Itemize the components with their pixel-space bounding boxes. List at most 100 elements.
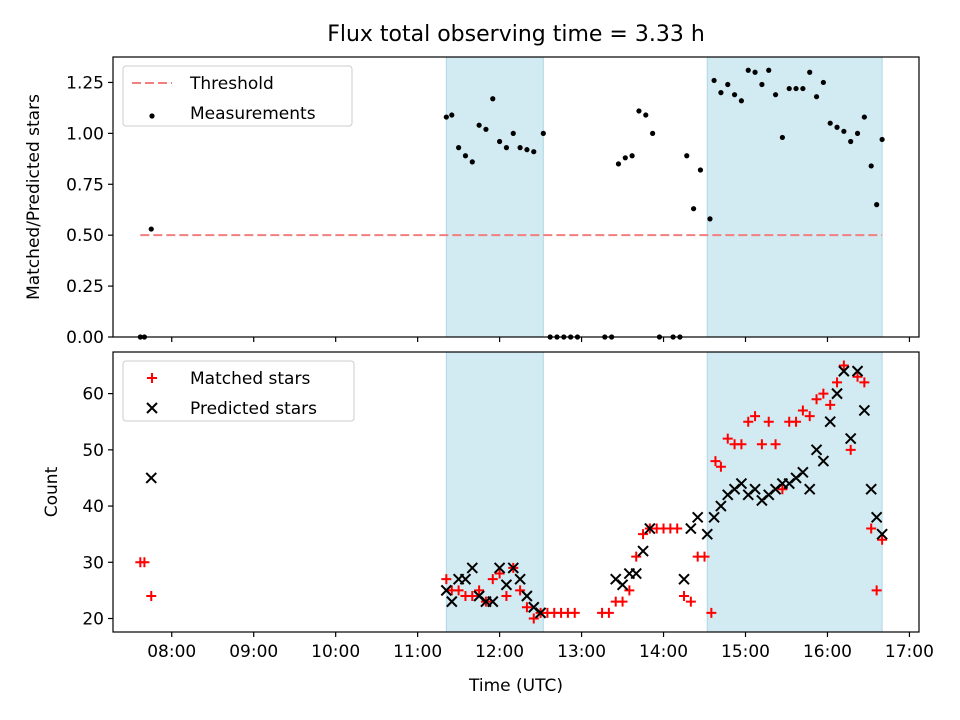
panel-0-series-0-point-42: [738, 98, 745, 104]
panel-0-y-tick-label-4: 1.00: [66, 124, 104, 144]
panel-1-series-0-point-24: [603, 607, 614, 618]
panel-1-series-1-point-4: [459, 573, 472, 585]
panel-1-series-0-point-27: [624, 585, 635, 596]
panel-1-shaded-interval-1: [706, 351, 883, 633]
panel-1-series-0-point-50: [777, 484, 788, 495]
panel-0-y-tick-label-5: 1.25: [66, 73, 104, 93]
panel-1-x-tick-label-3: 11:00: [393, 642, 442, 662]
panel-1-shaded-interval-0: [445, 351, 544, 633]
panel-0-y-tick-label-3: 0.75: [66, 175, 104, 195]
top-panel: 0.00 0.25 0.50 0.75 1.00 1.25 Threshold Measure…: [66, 56, 920, 348]
panel-1-y-tick-label-4: 60: [82, 385, 104, 405]
panel-1-series-0-point-39: [706, 607, 717, 618]
panel-1-series-1-point-24: [691, 511, 704, 524]
panel-0-legend-label-1: Measurements: [190, 104, 316, 124]
panel-1-series-1-point-11: [507, 562, 519, 574]
panel-1-series-0-point-40: [710, 456, 721, 467]
panel-0-series-0-point-9: [483, 126, 489, 132]
panel-1-series-1: [145, 365, 888, 619]
panel-0-series-0-point-44: [752, 69, 758, 75]
panel-1-series-0-point-53: [797, 405, 808, 416]
panel-0-series-0-point-49: [786, 85, 792, 92]
panel-0-series-0-point-5: [456, 145, 462, 151]
panel-1-series-1-point-40: [804, 483, 816, 495]
panel-0-y-tick-label-1: 0.25: [66, 277, 104, 297]
panel-1-y-tick-label-0: 20: [82, 610, 104, 630]
panel-1-axes-frame: [112, 351, 920, 633]
panel-0-series-0-point-26: [622, 155, 628, 161]
panel-1-series-1-point-44: [831, 387, 843, 400]
panel-0-series-0-point-14: [517, 145, 523, 151]
panel-1-series-1-point-30: [735, 477, 748, 490]
panel-1-series-0-point-36: [685, 596, 696, 607]
panel-1-series-0-point-26: [617, 596, 628, 607]
panel-1-series-1-point-10: [500, 579, 513, 591]
panel-0-series-0-point-39: [718, 90, 724, 96]
panel-1-series-0-point-44: [736, 439, 747, 450]
top-y-axis-label: Matched/Predicted stars: [24, 94, 44, 300]
panel-0-series-0-point-50: [793, 85, 799, 92]
panel-1-x-tick-label-2: 10:00: [311, 642, 360, 662]
panel-1-series-1-point-41: [810, 444, 823, 456]
panel-1-series-0-point-22: [569, 607, 580, 618]
panel-0-series-0-point-62: [874, 202, 880, 208]
panel-0-series-0-point-34: [684, 153, 690, 159]
panel-1-x-tick-label-0: 08:00: [147, 642, 196, 662]
panel-0-series-0-point-40: [725, 81, 731, 88]
panel-1-series-0-point-59: [838, 360, 849, 371]
panel-1-x-tick-label-6: 14:00: [639, 642, 688, 662]
panel-0-y-tick-label-0: 0.00: [66, 328, 104, 348]
panel-1-series-0-point-41: [715, 461, 726, 472]
panel-1-series-1-point-15: [534, 607, 547, 619]
panel-1-x-tick-label-8: 16:00: [803, 642, 852, 662]
panel-0-series-0-point-45: [759, 81, 765, 88]
panel-1-series-1-point-45: [838, 365, 850, 377]
panel-0-legend-handle-1: [149, 113, 155, 119]
panel-0-series-0-point-36: [697, 167, 704, 173]
panel-1-series-1-point-19: [630, 567, 642, 580]
panel-0-series-0-point-7: [469, 159, 475, 165]
panel-0-series-0-point-59: [854, 130, 861, 136]
bottom-panel: 20 30 40 50 60 08:00 09:00 10:00 11:00 12:00 13:00…: [82, 351, 934, 662]
panel-1-series-0-point-62: [859, 377, 870, 388]
panel-1-series-0-point-56: [818, 388, 829, 399]
panel-0-series-0-point-10: [490, 96, 496, 102]
panel-1-series-0-point-57: [825, 399, 836, 410]
panel-1-legend-label-1: Predicted stars: [190, 399, 317, 419]
panel-1-series-1-point-49: [865, 483, 877, 495]
panel-0-series-0-point-11: [497, 138, 503, 145]
panel-1-series-0-point-3: [441, 574, 452, 585]
panel-1-series-0-point-58: [832, 377, 843, 388]
panel-1-series-0-point-15: [521, 602, 532, 613]
panel-0-y-tick-label-2: 0.50: [66, 226, 104, 246]
panel-1-series-0-point-55: [811, 394, 822, 405]
panel-1-series-0-point-52: [791, 416, 802, 427]
panel-1-legend-label-0: Matched stars: [190, 369, 310, 389]
panel-1-legend: Matched stars Predicted stars: [122, 360, 355, 422]
panel-1-series-0-point-65: [877, 534, 888, 545]
panel-0-series-0-point-53: [813, 94, 820, 100]
panel-1-series-0-point-34: [672, 523, 683, 534]
panel-1-series-1-point-13: [521, 590, 533, 602]
panel-1-series-0-point-60: [845, 444, 856, 455]
panel-0-series-0-point-52: [807, 69, 813, 75]
panel-1-legend-handle-0: [147, 373, 157, 383]
panel-1-series-0-point-64: [871, 585, 882, 596]
panel-0-series-0-point-25: [615, 161, 622, 167]
panel-0-series-0-point-46: [766, 67, 772, 73]
panel-1-series-1-point-0: [145, 472, 157, 484]
panel-0-series-0-point-15: [524, 147, 530, 153]
panel-0-series-0-point-61: [868, 163, 874, 169]
panel-1-series-1-point-25: [701, 528, 713, 540]
panel-0-series-0-point-35: [690, 206, 697, 212]
panel-1-legend-handle-1: [146, 402, 158, 414]
panel-0-series-0-point-12: [503, 145, 510, 151]
panel-1-series-1-point-8: [487, 595, 499, 608]
panel-1-series-0-point-28: [631, 551, 642, 562]
panel-1-series-0-point-48: [763, 416, 774, 427]
panel-1-series-1-point-43: [824, 416, 836, 428]
panel-1-x-tick-label-7: 15:00: [721, 642, 770, 662]
panel-0-series-0-point-54: [820, 79, 826, 86]
panel-1-series-0-point-29: [638, 529, 649, 540]
